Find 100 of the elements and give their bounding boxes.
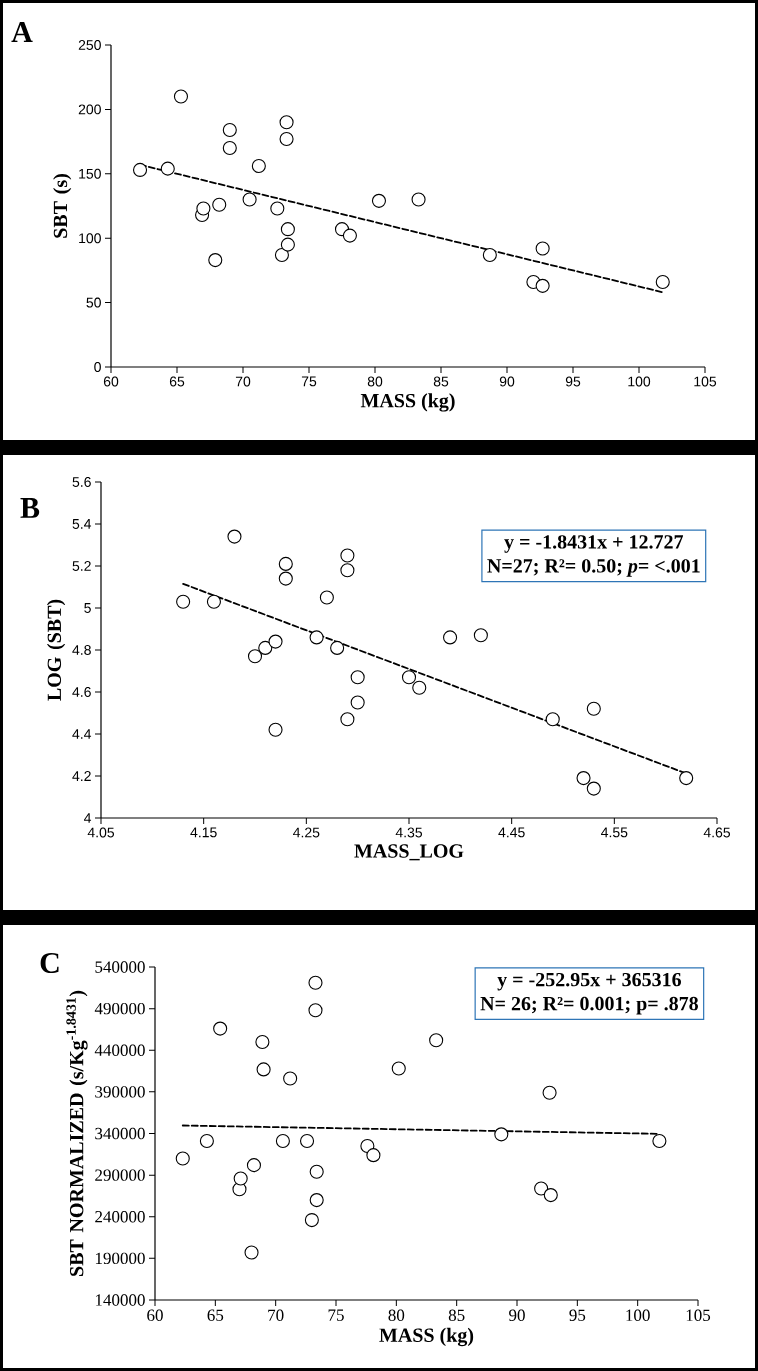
point: [652, 1133, 667, 1149]
point: [586, 701, 601, 716]
y-axis-title: SBT NORMALIZED (s/Kg$^{-1.8431}$): [66, 990, 88, 1276]
point: [543, 1188, 558, 1203]
x-tick-label: 4.65: [703, 827, 731, 838]
point: [391, 1061, 406, 1076]
y-tick-label: 4.4: [72, 729, 92, 739]
point: [535, 241, 550, 256]
point: [350, 670, 365, 685]
point: [199, 1133, 214, 1149]
y-tick-label: 240000: [95, 1211, 145, 1223]
point: [268, 634, 283, 649]
point: [280, 222, 295, 237]
point: [309, 1164, 324, 1179]
y-tick-label: 190000: [95, 1252, 145, 1265]
point: [208, 253, 223, 268]
point: [494, 1127, 509, 1142]
point: [247, 649, 263, 664]
point: [278, 556, 293, 571]
point: [275, 1133, 290, 1149]
point: [308, 975, 323, 990]
x-tick-label: 4.55: [601, 827, 628, 838]
point: [319, 590, 334, 605]
y-tick-label: 4.6: [72, 687, 91, 697]
point: [340, 563, 355, 578]
point: [535, 278, 550, 293]
point: [246, 1158, 261, 1173]
point: [242, 192, 257, 207]
x-axis-title: MASS_LOG: [354, 844, 464, 861]
x-tick-label: 95: [565, 376, 581, 387]
point: [274, 247, 289, 262]
x-tick-label: 90: [499, 376, 515, 387]
y-tick-label: 540000: [95, 961, 145, 973]
y-tick-label: 4.8: [72, 645, 91, 655]
x-tick-label: 60: [147, 1309, 163, 1322]
point: [212, 197, 227, 212]
x-tick-label: 105: [694, 376, 717, 387]
y-tick-label: 340000: [95, 1127, 145, 1140]
chart-title: A: [11, 22, 33, 42]
point: [255, 1034, 270, 1049]
point: [309, 630, 324, 645]
x-tick-label: 95: [569, 1309, 586, 1321]
y-tick-label: 490000: [94, 1002, 145, 1015]
point: [371, 193, 387, 208]
y-tick-label: 150: [79, 168, 101, 179]
x-tick-label: 65: [207, 1309, 224, 1321]
chart-title: B: [20, 498, 40, 518]
point: [279, 115, 294, 130]
point: [206, 594, 221, 609]
point: [160, 161, 175, 176]
point: [542, 1085, 557, 1100]
point: [258, 640, 273, 655]
y-axis-title: LOG (SBT): [47, 599, 66, 701]
x-tick-label: 4.15: [190, 827, 217, 838]
x-tick-label: 80: [388, 1309, 405, 1322]
point: [412, 680, 427, 695]
x-tick-label: 4.05: [87, 827, 115, 838]
point: [482, 247, 497, 262]
x-tick-label: 75: [328, 1309, 344, 1321]
y-tick-label: 290000: [95, 1169, 145, 1181]
point: [366, 1148, 381, 1163]
y-tick-label: 0: [94, 362, 101, 372]
point: [679, 771, 694, 786]
point: [534, 1181, 549, 1196]
point: [342, 228, 357, 243]
x-tick-label: 4.45: [498, 827, 525, 838]
point: [330, 640, 345, 655]
chart-title: C: [40, 952, 59, 974]
annotation: N= 26; R²= 0.001; p= .878: [480, 996, 698, 1015]
point: [132, 162, 148, 177]
y-tick-label: 390000: [95, 1086, 145, 1098]
point: [309, 1193, 324, 1208]
point: [270, 201, 285, 216]
x-tick-label: 105: [686, 1309, 711, 1322]
x-tick-label: 65: [169, 376, 185, 387]
point: [227, 529, 242, 544]
point: [655, 274, 670, 290]
x-tick-label: 80: [367, 376, 383, 387]
point: [545, 712, 560, 727]
point: [443, 630, 458, 645]
point: [244, 1245, 259, 1260]
point: [175, 1151, 190, 1166]
y-tick-label: 5.6: [72, 477, 91, 487]
point: [304, 1213, 319, 1228]
y-tick-label: 5: [84, 603, 91, 613]
point: [173, 89, 189, 104]
point: [429, 1033, 444, 1048]
x-tick-label: 90: [509, 1309, 525, 1322]
x-axis-title: MASS (kg): [360, 393, 455, 412]
point: [340, 712, 355, 727]
x-tick-label: 75: [301, 376, 317, 387]
annotation: N=27; R²= 0.50; p= <.001: [487, 559, 700, 577]
x-tick-label: 85: [448, 1309, 465, 1322]
x-tick-label: 85: [433, 376, 449, 387]
point: [251, 159, 266, 174]
point: [222, 122, 237, 138]
y-tick-label: 50: [86, 297, 101, 308]
point: [268, 722, 283, 737]
y-tick-label: 140000: [95, 1294, 145, 1306]
point: [340, 548, 355, 563]
